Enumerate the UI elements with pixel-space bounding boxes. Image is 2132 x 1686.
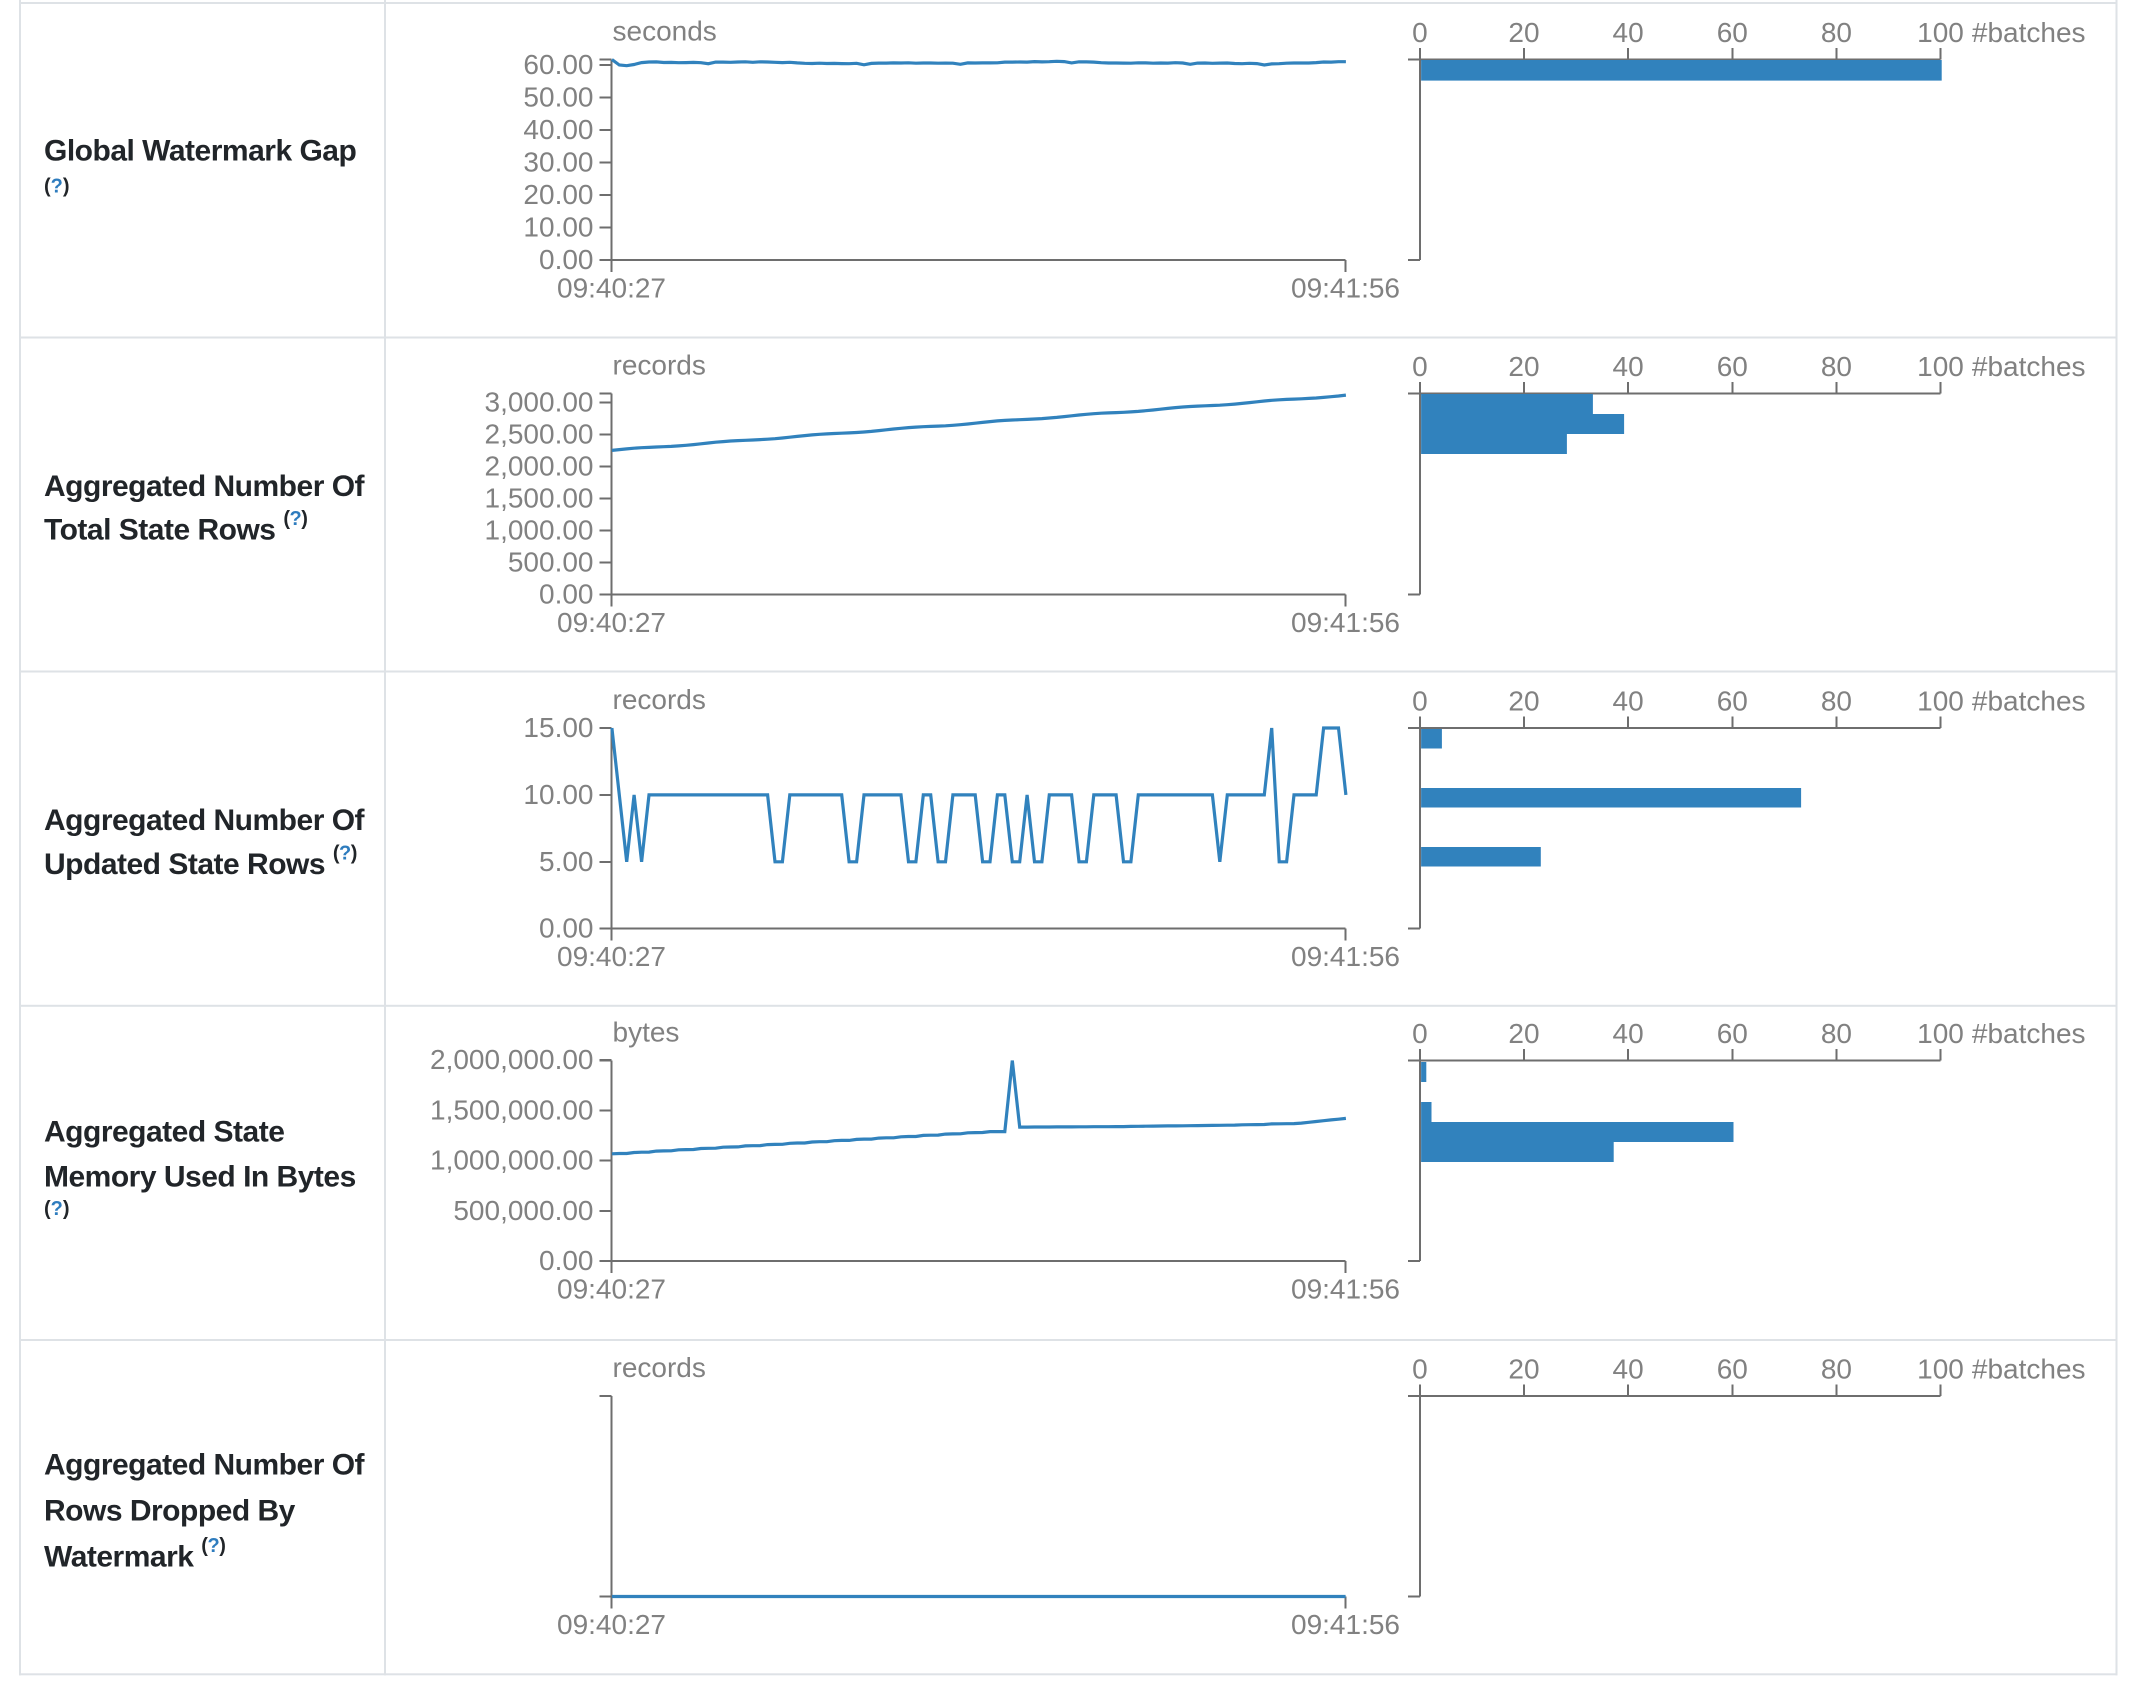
svg-text:#batches: #batches bbox=[1972, 686, 2086, 717]
svg-text:20.00: 20.00 bbox=[523, 179, 593, 210]
svg-text:500.00: 500.00 bbox=[508, 546, 594, 577]
svg-text:Watermark (?): Watermark (?) bbox=[44, 1535, 225, 1574]
svg-text:#batches: #batches bbox=[1972, 351, 2086, 382]
svg-text:records: records bbox=[613, 684, 706, 715]
svg-text:0.00: 0.00 bbox=[539, 244, 594, 275]
svg-text:Aggregated Number Of: Aggregated Number Of bbox=[44, 804, 366, 837]
svg-text:60: 60 bbox=[1717, 1353, 1748, 1384]
svg-text:40: 40 bbox=[1613, 1018, 1644, 1049]
svg-text:Updated State Rows (?): Updated State Rows (?) bbox=[44, 842, 357, 881]
svg-text:60: 60 bbox=[1717, 1018, 1748, 1049]
svg-text:2,000,000.00: 2,000,000.00 bbox=[430, 1044, 594, 1075]
svg-text:60: 60 bbox=[1717, 17, 1748, 48]
svg-text:09:41:56: 09:41:56 bbox=[1291, 1274, 1400, 1305]
svg-text:80: 80 bbox=[1821, 1353, 1852, 1384]
svg-text:80: 80 bbox=[1821, 1018, 1852, 1049]
svg-text:0: 0 bbox=[1412, 351, 1428, 382]
svg-text:09:41:56: 09:41:56 bbox=[1291, 607, 1400, 638]
svg-text:seconds: seconds bbox=[613, 15, 717, 46]
svg-text:20: 20 bbox=[1508, 1018, 1539, 1049]
svg-text:40.00: 40.00 bbox=[523, 114, 593, 145]
svg-text:20: 20 bbox=[1508, 17, 1539, 48]
svg-text:records: records bbox=[613, 350, 706, 381]
svg-text:1,000.00: 1,000.00 bbox=[485, 514, 594, 545]
svg-text:20: 20 bbox=[1508, 1353, 1539, 1384]
svg-text:15.00: 15.00 bbox=[523, 712, 593, 743]
svg-text:#batches: #batches bbox=[1972, 1353, 2086, 1384]
svg-text:09:41:56: 09:41:56 bbox=[1291, 941, 1400, 972]
svg-text:Rows Dropped By: Rows Dropped By bbox=[44, 1495, 296, 1528]
svg-text:100: 100 bbox=[1917, 1018, 1964, 1049]
svg-text:2,000.00: 2,000.00 bbox=[485, 450, 594, 481]
svg-text:2,500.00: 2,500.00 bbox=[485, 418, 594, 449]
svg-text:80: 80 bbox=[1821, 351, 1852, 382]
svg-text:09:41:56: 09:41:56 bbox=[1291, 1609, 1400, 1640]
svg-text:20: 20 bbox=[1508, 351, 1539, 382]
svg-text:100: 100 bbox=[1917, 351, 1964, 382]
svg-text:09:40:27: 09:40:27 bbox=[557, 273, 666, 304]
svg-text:1,500,000.00: 1,500,000.00 bbox=[430, 1094, 594, 1125]
svg-text:60: 60 bbox=[1717, 686, 1748, 717]
svg-text:09:40:27: 09:40:27 bbox=[557, 1609, 666, 1640]
svg-text:09:40:27: 09:40:27 bbox=[557, 1274, 666, 1305]
svg-text:Aggregated State: Aggregated State bbox=[44, 1116, 284, 1149]
svg-text:0: 0 bbox=[1412, 686, 1428, 717]
svg-text:10.00: 10.00 bbox=[523, 779, 593, 810]
svg-text:40: 40 bbox=[1613, 17, 1644, 48]
svg-text:3,000.00: 3,000.00 bbox=[485, 386, 594, 417]
svg-text:80: 80 bbox=[1821, 17, 1852, 48]
svg-text:50.00: 50.00 bbox=[523, 82, 593, 113]
svg-text:0.00: 0.00 bbox=[539, 1245, 594, 1276]
svg-text:30.00: 30.00 bbox=[523, 147, 593, 178]
svg-text:bytes: bytes bbox=[613, 1017, 680, 1048]
svg-text:0.00: 0.00 bbox=[539, 913, 594, 944]
svg-text:Aggregated Number Of: Aggregated Number Of bbox=[44, 1449, 366, 1482]
svg-text:Global Watermark Gap: Global Watermark Gap bbox=[44, 135, 356, 168]
svg-text:80: 80 bbox=[1821, 686, 1852, 717]
svg-text:20: 20 bbox=[1508, 686, 1539, 717]
svg-text:09:41:56: 09:41:56 bbox=[1291, 273, 1400, 304]
svg-text:40: 40 bbox=[1613, 1353, 1644, 1384]
svg-text:Aggregated Number Of: Aggregated Number Of bbox=[44, 470, 366, 503]
svg-text:09:40:27: 09:40:27 bbox=[557, 941, 666, 972]
svg-text:#batches: #batches bbox=[1972, 1018, 2086, 1049]
svg-text:0: 0 bbox=[1412, 17, 1428, 48]
svg-text:0.00: 0.00 bbox=[539, 578, 594, 609]
svg-text:60: 60 bbox=[1717, 351, 1748, 382]
svg-text:500,000.00: 500,000.00 bbox=[453, 1195, 593, 1226]
svg-text:10.00: 10.00 bbox=[523, 212, 593, 243]
svg-text:1,500.00: 1,500.00 bbox=[485, 482, 594, 513]
svg-text:(?): (?) bbox=[44, 176, 70, 198]
svg-text:09:40:27: 09:40:27 bbox=[557, 607, 666, 638]
svg-text:100: 100 bbox=[1917, 686, 1964, 717]
svg-text:5.00: 5.00 bbox=[539, 846, 594, 877]
svg-text:0: 0 bbox=[1412, 1353, 1428, 1384]
svg-text:Memory Used In Bytes: Memory Used In Bytes bbox=[44, 1161, 356, 1194]
svg-text:100: 100 bbox=[1917, 1353, 1964, 1384]
svg-text:0: 0 bbox=[1412, 1018, 1428, 1049]
svg-text:Total State Rows (?): Total State Rows (?) bbox=[44, 508, 307, 547]
svg-text:#batches: #batches bbox=[1972, 17, 2086, 48]
svg-text:100: 100 bbox=[1917, 17, 1964, 48]
svg-text:40: 40 bbox=[1613, 686, 1644, 717]
svg-text:(?): (?) bbox=[44, 1198, 70, 1220]
svg-text:40: 40 bbox=[1613, 351, 1644, 382]
svg-text:60.00: 60.00 bbox=[523, 49, 593, 80]
svg-text:1,000,000.00: 1,000,000.00 bbox=[430, 1145, 594, 1176]
svg-text:records: records bbox=[613, 1352, 706, 1383]
